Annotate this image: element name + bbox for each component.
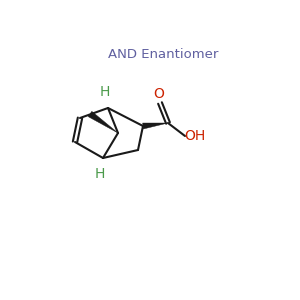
Text: AND Enantiomer: AND Enantiomer <box>108 49 218 62</box>
Text: O: O <box>154 87 164 101</box>
Text: H: H <box>100 85 110 99</box>
Polygon shape <box>88 111 118 133</box>
Text: H: H <box>95 167 105 181</box>
Text: OH: OH <box>184 129 206 143</box>
Polygon shape <box>142 123 168 129</box>
